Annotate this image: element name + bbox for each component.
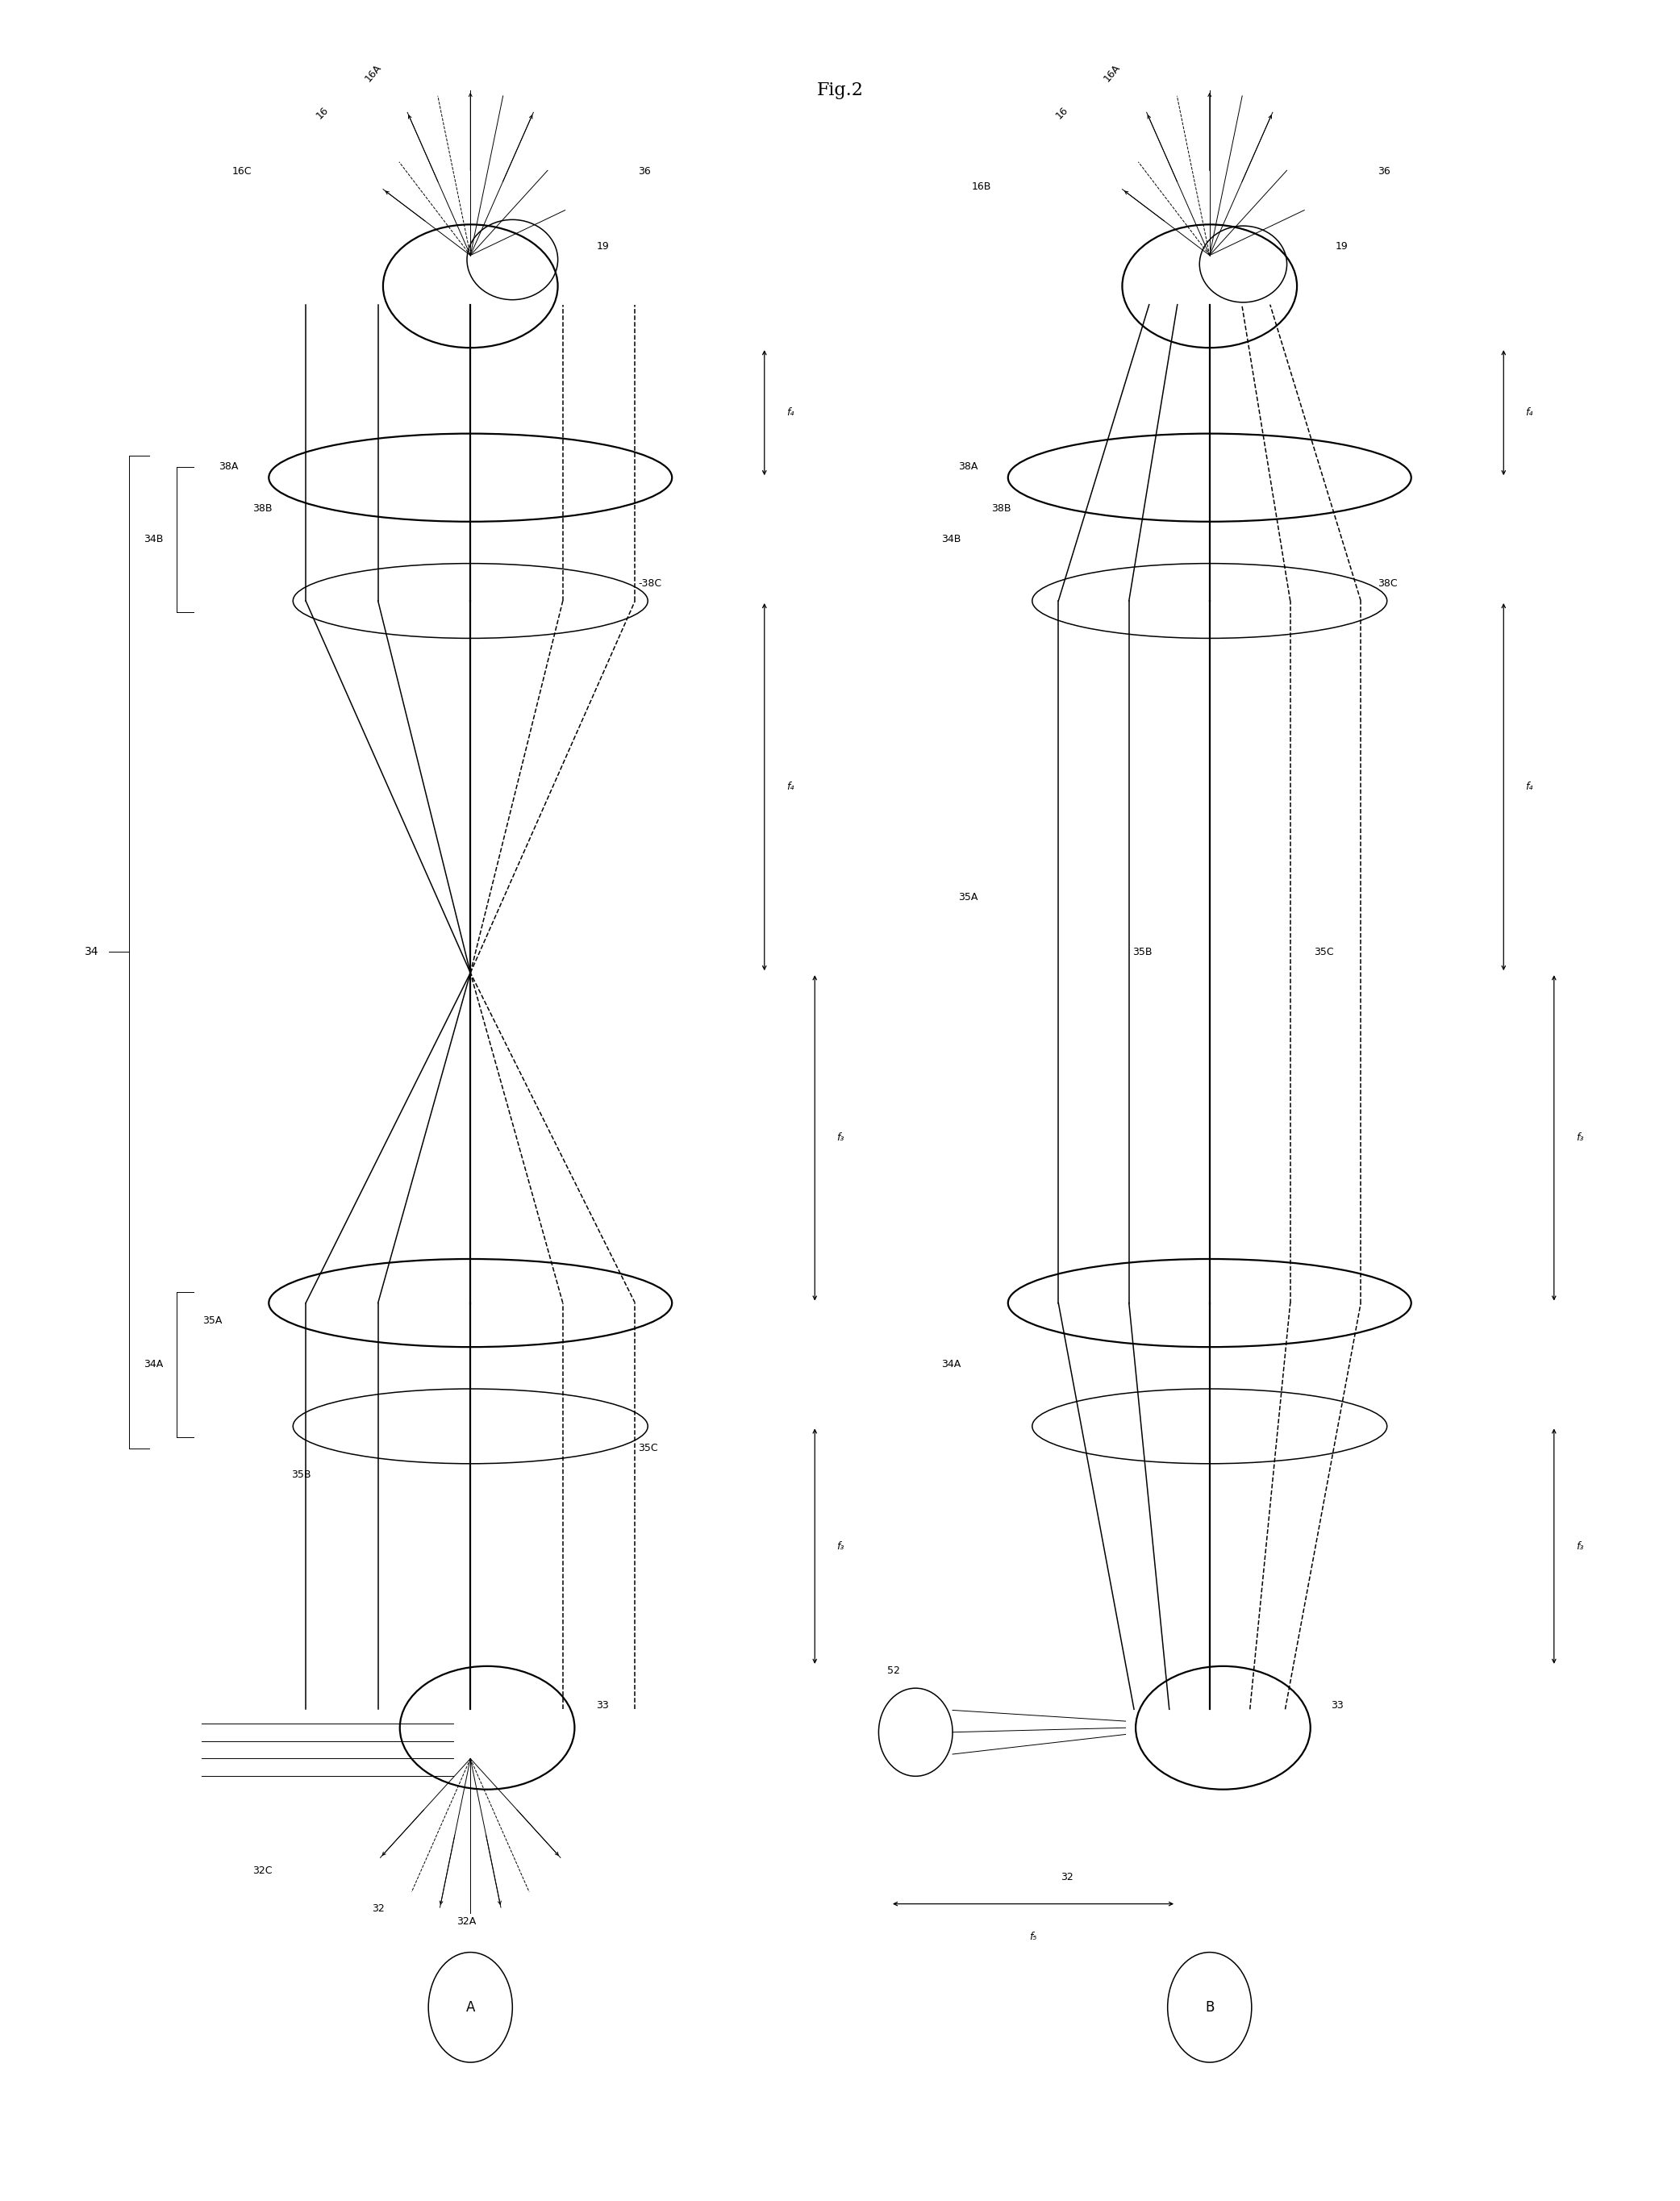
Text: f₃: f₃ (837, 1134, 845, 1142)
Text: f₄: f₄ (1525, 781, 1534, 792)
Text: 32: 32 (1060, 1873, 1074, 1882)
Text: f₃: f₃ (1576, 1134, 1584, 1142)
Text: 36: 36 (1378, 167, 1391, 176)
Text: 38A: 38A (958, 462, 978, 471)
Text: 16: 16 (1053, 106, 1070, 121)
Text: 35A: 35A (202, 1316, 222, 1325)
Text: 38B: 38B (991, 504, 1011, 513)
Text: 16B: 16B (971, 183, 991, 191)
Text: 19: 19 (1336, 242, 1349, 251)
Text: 52: 52 (887, 1666, 900, 1675)
Text: 33: 33 (596, 1701, 610, 1710)
Text: 34B: 34B (941, 535, 961, 544)
Text: 35B: 35B (1132, 946, 1152, 957)
Text: 38B: 38B (252, 504, 272, 513)
Text: 35C: 35C (1314, 946, 1334, 957)
Text: f₄: f₄ (786, 781, 795, 792)
Text: 35C: 35C (638, 1444, 659, 1453)
Text: f₃: f₃ (1576, 1541, 1584, 1552)
Text: 33: 33 (1331, 1701, 1344, 1710)
Text: 32C: 32C (252, 1866, 272, 1875)
Text: f₃: f₃ (837, 1541, 845, 1552)
Text: 38C: 38C (1378, 579, 1398, 588)
Text: 35A: 35A (958, 891, 978, 902)
Text: 16A: 16A (363, 62, 383, 84)
Text: 34A: 34A (143, 1360, 163, 1369)
Text: 16C: 16C (232, 167, 252, 176)
Text: 19: 19 (596, 242, 610, 251)
Text: f₄: f₄ (1525, 407, 1534, 418)
Text: 38A: 38A (218, 462, 239, 471)
Text: f₅: f₅ (1030, 1932, 1037, 1941)
Text: Fig.2: Fig.2 (816, 81, 864, 99)
Text: 32A: 32A (457, 1917, 477, 1926)
Text: f₄: f₄ (786, 407, 795, 418)
Text: 36: 36 (638, 167, 652, 176)
Text: 35B: 35B (291, 1470, 311, 1479)
Text: A: A (465, 2001, 475, 2014)
Text: 34A: 34A (941, 1360, 961, 1369)
Text: -38C: -38C (638, 579, 662, 588)
Text: 16: 16 (314, 106, 331, 121)
Text: B: B (1205, 2001, 1215, 2014)
Text: 34: 34 (86, 946, 99, 957)
Text: 34B: 34B (143, 535, 163, 544)
Text: 16A: 16A (1102, 62, 1122, 84)
Text: 32: 32 (371, 1904, 385, 1913)
